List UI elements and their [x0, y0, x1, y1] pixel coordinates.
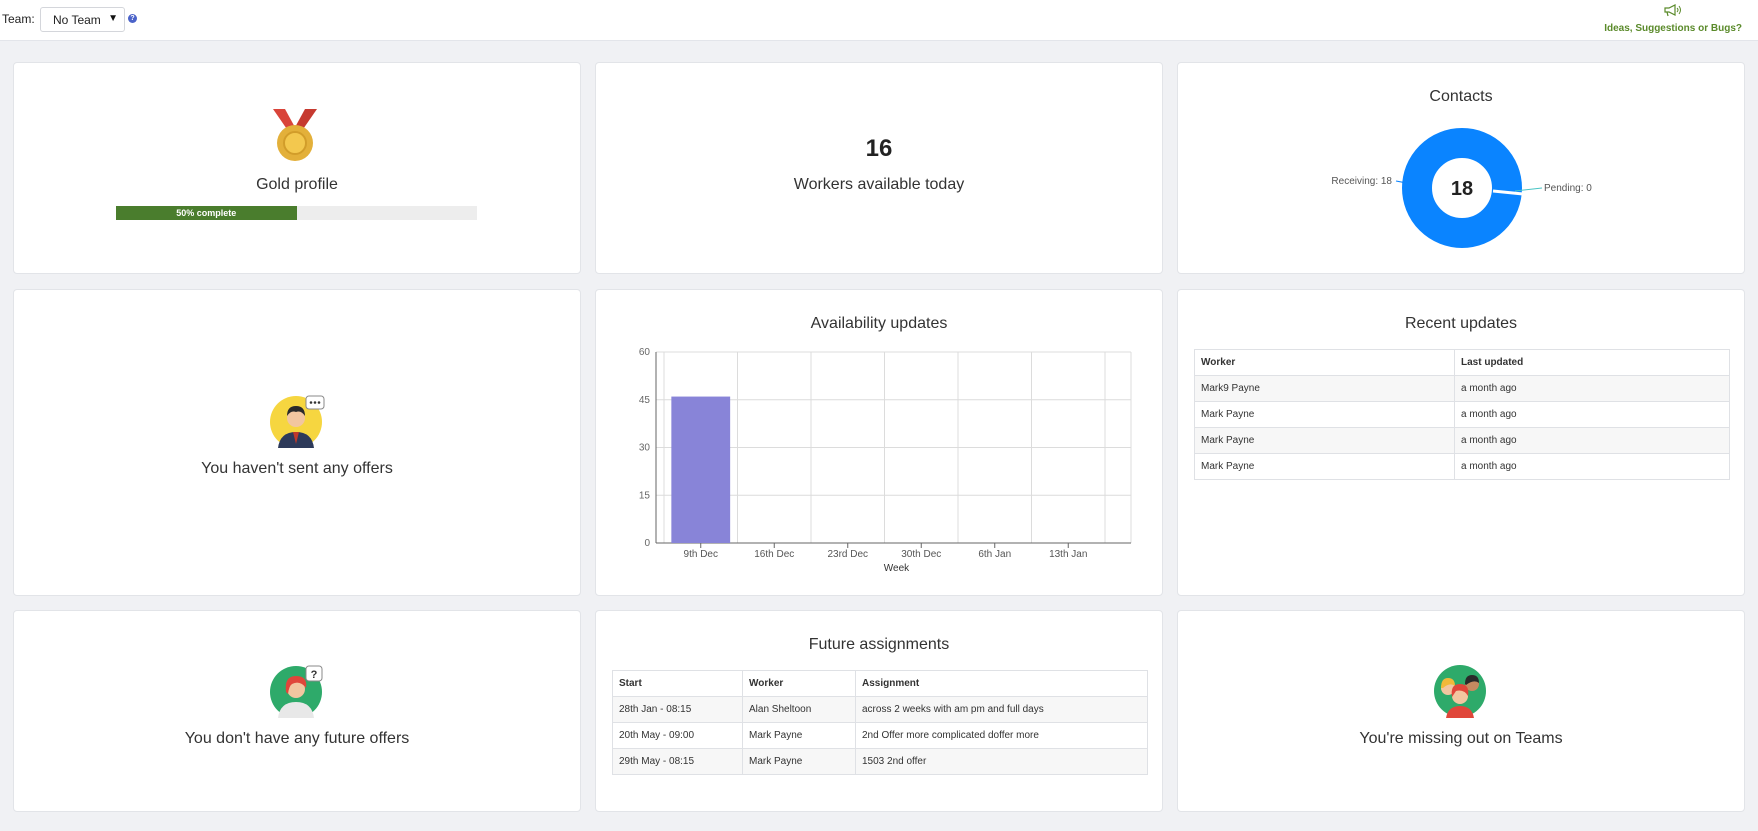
y-tick-label: 0: [644, 538, 650, 549]
table-row[interactable]: 20th May - 09:00 Mark Payne 2nd Offer more…: [612, 722, 1148, 749]
last-updated-cell: a month ago: [1454, 453, 1730, 480]
x-tick-label: 30th Dec: [901, 549, 941, 560]
pending-slice-gap: [1492, 189, 1524, 196]
table-header-row: Start Worker Assignment: [612, 670, 1148, 697]
profile-title: Gold profile: [256, 176, 338, 193]
x-tick-label: 16th Dec: [754, 549, 794, 560]
table-row[interactable]: 29th May - 08:15 Mark Payne 1503 2nd offer: [612, 748, 1148, 775]
worker-cell: Mark Payne: [742, 722, 856, 749]
column-header-start: Start: [612, 670, 743, 697]
x-axis-label: Week: [884, 563, 910, 574]
x-tick-label: 13th Jan: [1049, 549, 1087, 560]
agent-avatar-icon: [270, 395, 325, 448]
table-row: Mark Payne a month ago: [1194, 453, 1730, 480]
x-tick-label: 23rd Dec: [827, 549, 868, 560]
future-assignments-card: Future assignments Start Worker Assignme…: [595, 610, 1163, 812]
column-header-worker: Worker: [742, 670, 856, 697]
x-tick-label: 6th Jan: [978, 549, 1011, 560]
worker-cell: Alan Sheltoon: [742, 696, 856, 723]
profile-progress-bar: 50% complete: [116, 206, 477, 220]
y-tick-label: 45: [639, 395, 651, 406]
no-offers-message: You haven't sent any offers: [201, 460, 393, 477]
availability-card: Availability updates 0 15 30 45 60 9th Dec 16t…: [595, 289, 1163, 596]
worker-cell: Mark Payne: [1194, 427, 1455, 454]
future-assignments-title: Future assignments: [808, 636, 950, 653]
recent-updates-table: Worker Last updated Mark9 Payne a month a…: [1194, 349, 1730, 480]
availability-bar-chart: 0 15 30 45 60 9th Dec 16th Dec 23rd Dec 30th Dec…: [639, 347, 1132, 574]
progress-fill: 50% complete: [116, 206, 297, 220]
receiving-slice: [1402, 128, 1522, 248]
contacts-donut-chart: 18 Receiving: 18 Pending: 0: [1331, 128, 1592, 248]
workers-label: Workers available today: [793, 176, 965, 193]
start-cell: 28th Jan - 08:15: [612, 696, 743, 723]
table-row[interactable]: 28th Jan - 08:15 Alan Sheltoon across 2 we…: [612, 696, 1148, 723]
worker-cell: Mark9 Payne: [1194, 375, 1455, 402]
column-header-assignment: Assignment: [855, 670, 1148, 697]
contacts-title: Contacts: [1429, 88, 1493, 105]
worker-cell: Mark Payne: [1194, 453, 1455, 480]
assignment-cell: across 2 weeks with am pm and full days: [855, 696, 1148, 723]
offers-card: You haven't sent any offers: [13, 289, 581, 596]
last-updated-cell: a month ago: [1454, 401, 1730, 428]
last-updated-cell: a month ago: [1454, 427, 1730, 454]
assignment-cell: 2nd Offer more complicated doffer more: [855, 722, 1148, 749]
column-header-last-updated: Last updated: [1454, 349, 1730, 376]
last-updated-cell: a month ago: [1454, 375, 1730, 402]
column-header-worker: Worker: [1194, 349, 1455, 376]
pending-label: Pending: 0: [1544, 183, 1592, 194]
question-avatar-icon: ?: [270, 665, 323, 718]
bar: [671, 396, 731, 543]
receiving-label: Receiving: 18: [1331, 176, 1392, 187]
start-cell: 29th May - 08:15: [612, 748, 743, 775]
gold-medal-icon: [273, 109, 317, 161]
team-avatar-icon: [1434, 665, 1486, 718]
recent-updates-card: Recent updates Worker Last updated Mark9…: [1177, 289, 1745, 596]
future-assignments-table: Start Worker Assignment 28th Jan - 08:15…: [612, 670, 1148, 775]
y-tick-label: 60: [639, 347, 651, 358]
assignment-cell: 1503 2nd offer: [855, 748, 1148, 775]
table-header-row: Worker Last updated: [1194, 349, 1730, 376]
table-row: Mark Payne a month ago: [1194, 401, 1730, 428]
no-future-offers-message: You don't have any future offers: [184, 730, 410, 747]
recent-updates-title: Recent updates: [1404, 315, 1518, 332]
team-select-value: No Team: [53, 13, 101, 27]
pending-leader-line: [1514, 187, 1543, 192]
top-bar: Team: No Team ▼ ? Ideas, Suggestions or …: [0, 0, 1758, 41]
y-tick-label: 30: [639, 443, 651, 454]
workers-card: 16 Workers available today: [595, 62, 1163, 274]
x-tick-label: 9th Dec: [684, 549, 718, 560]
availability-title: Availability updates: [810, 315, 948, 332]
table-row: Mark9 Payne a month ago: [1194, 375, 1730, 402]
teams-card: You're missing out on Teams: [1177, 610, 1745, 812]
start-cell: 20th May - 09:00: [612, 722, 743, 749]
question-circle-icon[interactable]: ?: [128, 14, 137, 23]
y-tick-label: 15: [639, 490, 651, 501]
profile-card: Gold profile 50% complete: [13, 62, 581, 274]
team-select[interactable]: No Team ▼: [40, 7, 125, 32]
feedback-link[interactable]: Ideas, Suggestions or Bugs?: [1604, 4, 1742, 36]
megaphone-icon: [1664, 4, 1682, 17]
future-offers-card: ? You don't have any future offers: [13, 610, 581, 812]
receiving-leader-line: [1395, 180, 1413, 185]
svg-text:?: ?: [311, 669, 318, 681]
feedback-label: Ideas, Suggestions or Bugs?: [1604, 23, 1742, 34]
table-row: Mark Payne a month ago: [1194, 427, 1730, 454]
caret-down-icon: ▼: [108, 13, 118, 24]
teams-message: You're missing out on Teams: [1359, 730, 1563, 747]
workers-count: 16: [865, 135, 893, 162]
team-label: Team:: [2, 12, 35, 26]
worker-cell: Mark Payne: [1194, 401, 1455, 428]
worker-cell: Mark Payne: [742, 748, 856, 775]
donut-center-value: 18: [1451, 178, 1473, 200]
contacts-card: Contacts 18 Receiving: 18 Pending: 0: [1177, 62, 1745, 274]
